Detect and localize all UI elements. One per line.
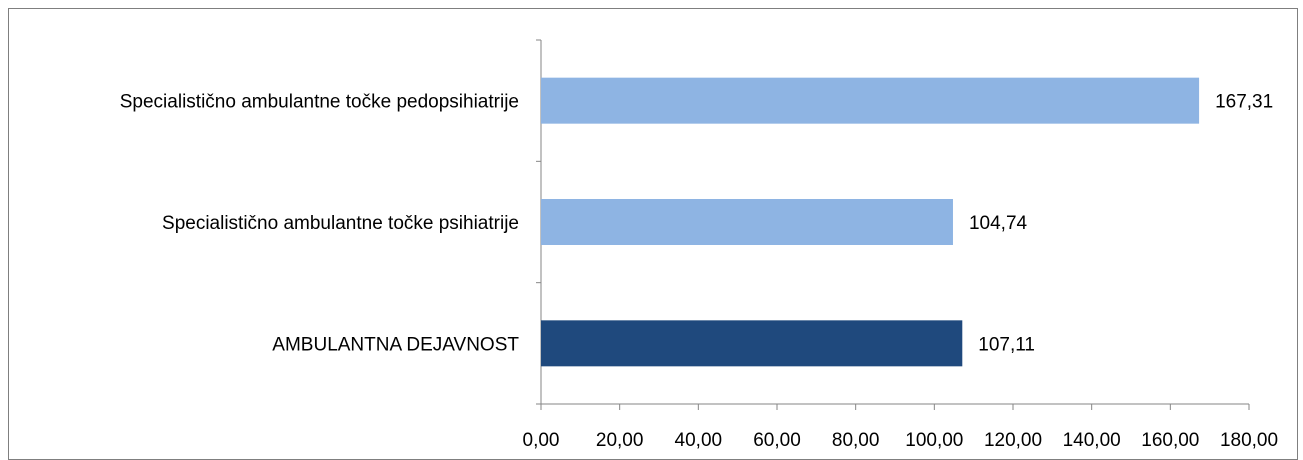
- bar: [541, 77, 1200, 124]
- category-label: AMBULANTNA DEJAVNOST: [272, 334, 519, 355]
- data-label: 167,31: [1215, 92, 1273, 113]
- data-label: 107,11: [978, 334, 1035, 355]
- data-label: 104,74: [969, 213, 1028, 234]
- x-tick-label: 140,00: [1063, 430, 1121, 451]
- x-tick-label: 160,00: [1141, 430, 1199, 451]
- x-tick-label: 180,00: [1220, 430, 1278, 451]
- category-label: Specialistično ambulantne točke pedopsih…: [120, 92, 519, 113]
- bar: [541, 199, 953, 245]
- bar: [541, 320, 963, 367]
- x-tick-label: 40,00: [675, 430, 723, 451]
- x-tick-label: 100,00: [905, 430, 963, 451]
- category-label: Specialistično ambulantne točke psihiatr…: [162, 213, 519, 234]
- x-tick-label: 0,00: [523, 430, 560, 451]
- x-tick-label: 80,00: [832, 430, 880, 451]
- x-tick-label: 20,00: [596, 430, 644, 451]
- x-tick-label: 60,00: [753, 430, 801, 451]
- x-tick-label: 120,00: [984, 430, 1042, 451]
